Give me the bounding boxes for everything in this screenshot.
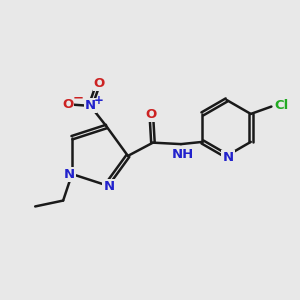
Text: O: O bbox=[146, 108, 157, 121]
Text: O: O bbox=[94, 77, 105, 90]
Text: +: + bbox=[94, 94, 103, 107]
Text: NH: NH bbox=[171, 148, 194, 161]
Text: N: N bbox=[64, 168, 75, 181]
Text: N: N bbox=[223, 151, 234, 164]
Text: N: N bbox=[103, 180, 115, 193]
Text: O: O bbox=[62, 98, 73, 111]
Text: N: N bbox=[85, 99, 96, 112]
Text: Cl: Cl bbox=[274, 99, 289, 112]
Text: −: − bbox=[73, 92, 84, 104]
